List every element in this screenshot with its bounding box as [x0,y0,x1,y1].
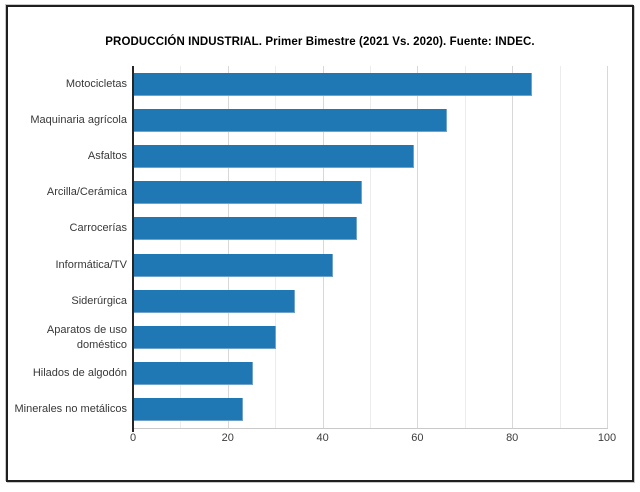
category-label: Minerales no metálicos [14,403,128,416]
bar [134,181,362,205]
x-tick-label: 20 [221,432,234,444]
x-tick-label: 0 [129,432,137,444]
category-label: Maquinaria agrícola [30,113,127,126]
bar [134,108,447,132]
gridline [464,66,466,428]
x-tick-label: 60 [411,432,424,444]
x-tick-label: 100 [597,432,617,444]
gridline [322,66,324,428]
gridline [559,66,561,428]
bar [134,72,533,96]
category-label: Hilados de algodón [32,367,127,380]
category-label: Arcilla/Cerámica [46,186,127,199]
bar [134,398,244,422]
chart-title: PRODUCCIÓN INDUSTRIAL. Primer Bimestre (… [105,36,535,48]
category-label: Asfaltos [87,150,127,162]
category-label: Siderúrgica [71,294,127,307]
y-axis-line [132,66,134,432]
gridline [227,66,229,428]
category-label: Informática/TV [55,258,127,271]
gridline [180,66,182,428]
x-axis-line [133,428,608,429]
gridline [275,66,277,428]
category-label: Aparatos de uso doméstico [46,324,127,351]
bar [134,253,334,277]
bar [134,326,277,349]
gridline [417,66,419,428]
bar [134,362,253,386]
category-label: Motocicletas [65,77,127,90]
gridline [607,66,608,428]
bar [134,217,357,241]
x-tick-label: 40 [316,432,329,444]
bar [134,145,414,168]
x-tick-label: 80 [506,432,519,444]
category-label: Carrocerías [69,222,127,235]
gridline [370,66,371,428]
gridline [512,66,514,428]
bar [134,289,296,313]
